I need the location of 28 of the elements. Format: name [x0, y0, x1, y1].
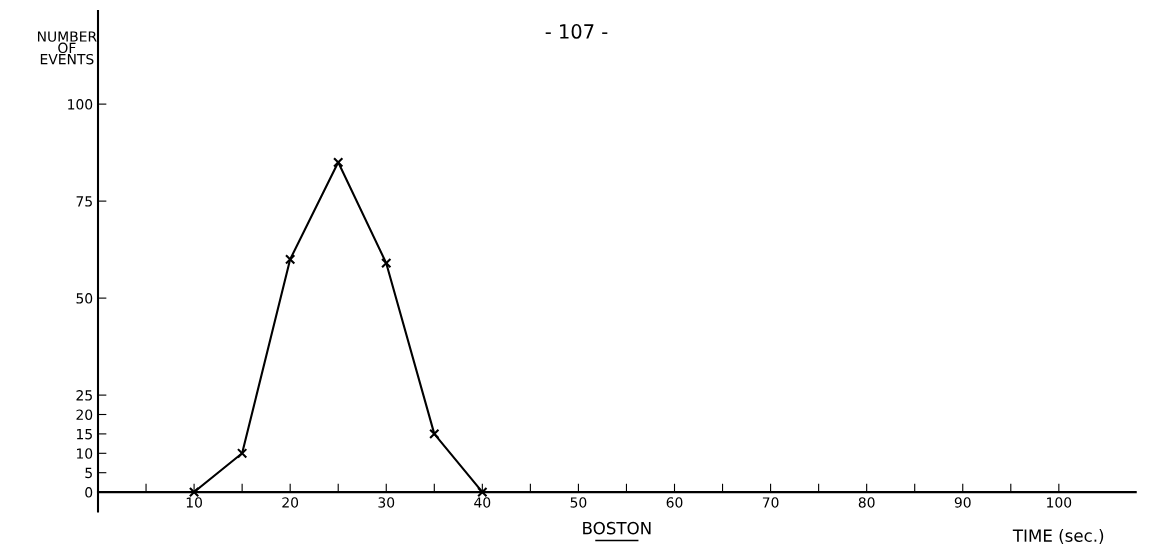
x-tick-label: 70: [762, 497, 779, 508]
x-tick-label: 100: [1047, 497, 1072, 508]
y-tick-label: 100: [68, 99, 93, 110]
point: [236, 448, 248, 459]
x-tick-label: 20: [282, 497, 299, 508]
y-tick-label: 5: [85, 467, 92, 479]
point: [381, 257, 392, 269]
point: [333, 157, 344, 168]
x-tick-label: 60: [666, 497, 683, 508]
x-axis-title: TIME (sec.): [1012, 529, 1104, 544]
x-tick-label: 40: [474, 497, 491, 508]
x-tick-label: 30: [378, 497, 395, 508]
point: [429, 428, 440, 440]
y-tick-label: 25: [76, 390, 92, 401]
y-axis-title: NUMBER OF EVENTS: [37, 31, 97, 65]
x-tick-label: 50: [570, 497, 587, 508]
y-tick-label: 10: [77, 448, 93, 459]
y-tick-label: 20: [76, 409, 93, 420]
y-tick-label: 0: [85, 487, 93, 498]
text: - 107 -: [545, 24, 608, 39]
text: BOSTON: [583, 521, 651, 535]
y-tick-label: 75: [76, 196, 92, 207]
x-tick-label: 10: [186, 497, 202, 508]
y-tick-label: 50: [76, 293, 93, 304]
x-tick-label: 90: [954, 497, 971, 508]
point: [284, 254, 296, 265]
y-tick-label: 15: [77, 429, 92, 440]
x-tick-label: 80: [858, 497, 875, 508]
